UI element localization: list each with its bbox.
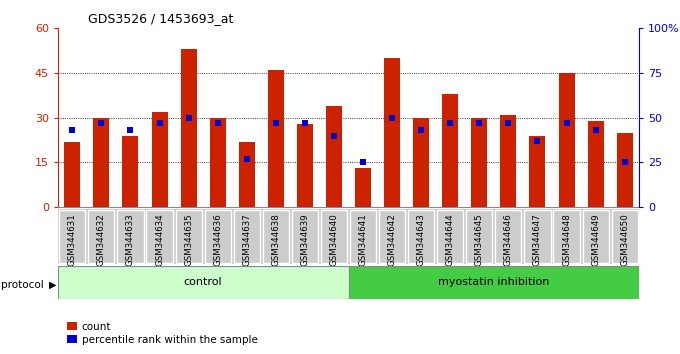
- Bar: [384, 58, 400, 207]
- FancyBboxPatch shape: [611, 210, 638, 263]
- Bar: [209, 118, 226, 207]
- FancyBboxPatch shape: [205, 210, 231, 263]
- Bar: [471, 118, 488, 207]
- Text: GSM344644: GSM344644: [446, 213, 455, 266]
- FancyBboxPatch shape: [379, 210, 405, 263]
- Bar: [181, 49, 197, 207]
- Text: GSM344649: GSM344649: [591, 213, 600, 266]
- Text: GSM344645: GSM344645: [475, 213, 483, 266]
- Point: [154, 120, 165, 126]
- Bar: [413, 118, 429, 207]
- Bar: [500, 115, 516, 207]
- Bar: [442, 94, 458, 207]
- Bar: [93, 118, 109, 207]
- FancyBboxPatch shape: [524, 210, 551, 263]
- Point: [445, 120, 456, 126]
- Point: [67, 127, 78, 133]
- Bar: [152, 112, 167, 207]
- Point: [619, 160, 630, 165]
- Point: [299, 120, 310, 126]
- Bar: [530, 136, 545, 207]
- Point: [532, 138, 543, 144]
- FancyBboxPatch shape: [350, 210, 376, 263]
- Bar: [326, 106, 342, 207]
- FancyBboxPatch shape: [234, 210, 260, 263]
- Bar: [297, 124, 313, 207]
- Text: GSM344639: GSM344639: [301, 213, 309, 266]
- Point: [387, 115, 398, 121]
- FancyBboxPatch shape: [262, 210, 289, 263]
- Text: GSM344650: GSM344650: [620, 213, 629, 266]
- FancyBboxPatch shape: [59, 210, 86, 263]
- Text: GSM344632: GSM344632: [97, 213, 106, 266]
- Text: GDS3526 / 1453693_at: GDS3526 / 1453693_at: [88, 12, 234, 25]
- Text: myostatin inhibition: myostatin inhibition: [438, 277, 549, 287]
- FancyBboxPatch shape: [321, 210, 347, 263]
- Legend: count, percentile rank within the sample: count, percentile rank within the sample: [63, 317, 262, 349]
- Text: ▶: ▶: [49, 280, 56, 290]
- FancyBboxPatch shape: [292, 210, 318, 263]
- Text: GSM344638: GSM344638: [271, 213, 280, 266]
- FancyBboxPatch shape: [118, 210, 143, 263]
- Bar: [617, 133, 632, 207]
- Point: [328, 133, 339, 138]
- Bar: [355, 169, 371, 207]
- FancyBboxPatch shape: [348, 266, 639, 299]
- Text: GSM344642: GSM344642: [388, 213, 396, 266]
- Text: GSM344643: GSM344643: [417, 213, 426, 266]
- Point: [125, 127, 136, 133]
- Bar: [558, 73, 575, 207]
- FancyBboxPatch shape: [58, 266, 348, 299]
- Point: [474, 120, 485, 126]
- Text: GSM344634: GSM344634: [155, 213, 164, 266]
- Text: GSM344631: GSM344631: [68, 213, 77, 266]
- Text: GSM344646: GSM344646: [504, 213, 513, 266]
- FancyBboxPatch shape: [88, 210, 114, 263]
- Point: [561, 120, 572, 126]
- Bar: [588, 121, 604, 207]
- Bar: [122, 136, 139, 207]
- Point: [212, 120, 223, 126]
- Text: GSM344641: GSM344641: [358, 213, 367, 266]
- Text: control: control: [184, 277, 222, 287]
- FancyBboxPatch shape: [495, 210, 522, 263]
- FancyBboxPatch shape: [554, 210, 579, 263]
- FancyBboxPatch shape: [437, 210, 463, 263]
- FancyBboxPatch shape: [175, 210, 202, 263]
- Point: [241, 156, 252, 162]
- Text: GSM344633: GSM344633: [126, 213, 135, 266]
- Text: GSM344640: GSM344640: [330, 213, 339, 266]
- FancyBboxPatch shape: [146, 210, 173, 263]
- Bar: [65, 142, 80, 207]
- FancyBboxPatch shape: [466, 210, 492, 263]
- Text: GSM344647: GSM344647: [533, 213, 542, 266]
- FancyBboxPatch shape: [583, 210, 609, 263]
- Point: [183, 115, 194, 121]
- Point: [358, 160, 369, 165]
- Text: GSM344637: GSM344637: [242, 213, 251, 266]
- Point: [415, 127, 426, 133]
- Point: [271, 120, 282, 126]
- Point: [96, 120, 107, 126]
- Text: GSM344635: GSM344635: [184, 213, 193, 266]
- Text: protocol: protocol: [1, 280, 44, 290]
- Point: [503, 120, 514, 126]
- Point: [590, 127, 601, 133]
- Bar: [268, 70, 284, 207]
- Text: GSM344648: GSM344648: [562, 213, 571, 266]
- Bar: [239, 142, 255, 207]
- FancyBboxPatch shape: [408, 210, 435, 263]
- Text: GSM344636: GSM344636: [214, 213, 222, 266]
